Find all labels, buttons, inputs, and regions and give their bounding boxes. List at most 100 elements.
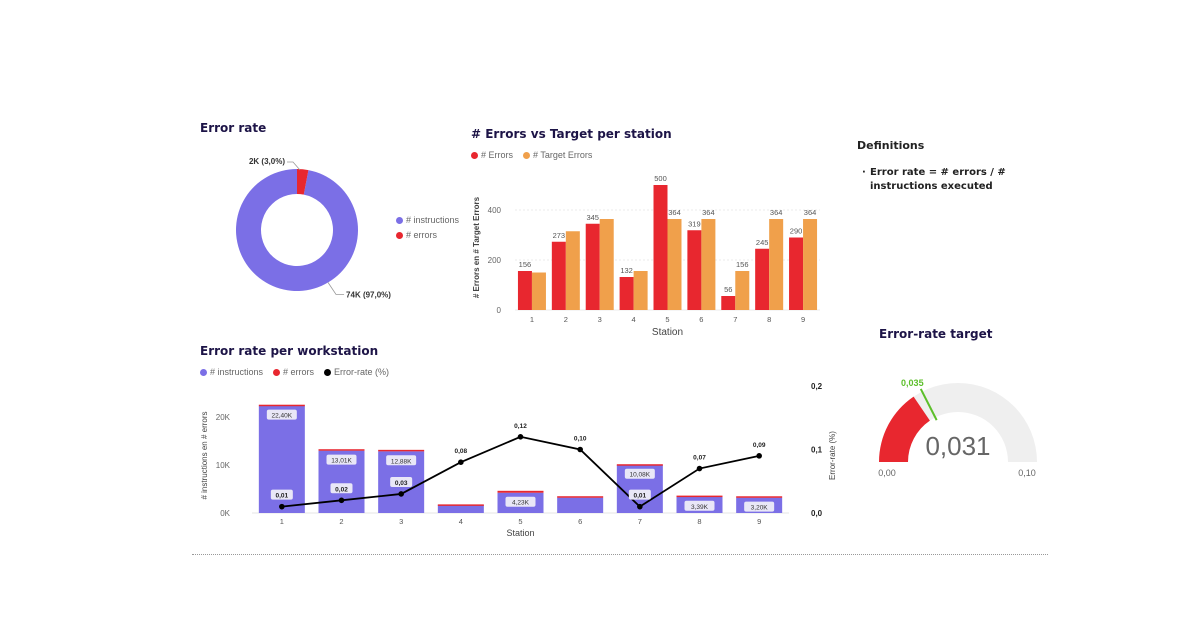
legend-label-error-rate: Error-rate (%): [334, 367, 390, 377]
donut-slice-errors[interactable]: [297, 169, 309, 195]
error-rate-point-9[interactable]: [756, 453, 762, 459]
bar-errors-3[interactable]: [378, 449, 425, 452]
bar-data-label: 273: [553, 231, 566, 240]
x-axis-label: Station: [506, 528, 534, 538]
gauge-target-label: 0,035: [901, 378, 924, 388]
y-tick-label: 400: [488, 206, 502, 215]
x-tick-label: 3: [399, 517, 403, 526]
line-label-bg: [628, 489, 651, 500]
bar-errors-3[interactable]: [585, 223, 600, 310]
legend-label-target-errors: # Target Errors: [533, 150, 593, 160]
legend-item-target-errors[interactable]: # Target Errors: [523, 150, 592, 160]
x-tick-label: 3: [598, 315, 602, 324]
gauge-min-label: 0,00: [878, 468, 896, 478]
errors-vs-target-title: # Errors vs Target per station: [471, 127, 672, 141]
line-data-label: 0,03: [395, 480, 408, 487]
error-rate-point-8[interactable]: [696, 465, 703, 472]
bar-errors-5[interactable]: [653, 185, 668, 310]
bar-instructions-6[interactable]: [557, 497, 604, 513]
line-data-label: 0,01: [276, 493, 289, 500]
x-tick-label: 2: [339, 517, 343, 526]
bar-data-label: 345: [586, 213, 599, 222]
x-tick-label: 5: [665, 315, 669, 324]
bar-data-label: 364: [702, 208, 715, 217]
legend-label-errors: # errors: [283, 367, 315, 377]
legend-item-instructions[interactable]: # instructions: [200, 367, 263, 377]
y-axis-label: # Errors en # Target Errors: [472, 196, 481, 298]
bar-errors-9[interactable]: [736, 496, 783, 498]
legend-swatch-error-rate: [324, 368, 332, 376]
bar-data-label: 364: [668, 208, 681, 217]
bar-target-errors-3[interactable]: [599, 219, 614, 310]
definitions-body: · Error rate = # errors / # instructions…: [862, 166, 1022, 194]
error-rate-point-4[interactable]: [458, 459, 464, 465]
error-rate-point-5[interactable]: [517, 434, 524, 440]
bar-errors-9[interactable]: [789, 237, 804, 311]
line-data-label: 0,08: [455, 448, 468, 455]
bar-target-errors-2[interactable]: [565, 231, 580, 310]
bar-errors-6[interactable]: [557, 496, 604, 498]
bar-target-errors-5[interactable]: [667, 219, 682, 310]
bar-label-bg: [505, 496, 536, 507]
bar-errors-8[interactable]: [755, 248, 770, 310]
legend-item-errors[interactable]: # errors: [396, 230, 437, 240]
line-label-bg: [390, 476, 413, 487]
bar-data-label: 56: [724, 285, 732, 294]
errors-chart-legend: # Errors # Target Errors: [471, 150, 592, 160]
bar-label-bg: [624, 468, 655, 479]
bar-target-errors-4[interactable]: [633, 271, 648, 310]
bar-target-errors-1[interactable]: [531, 272, 546, 311]
legend-item-error-rate[interactable]: Error-rate (%): [324, 367, 389, 377]
bar-target-errors-9[interactable]: [803, 219, 818, 310]
x-tick-label: 5: [518, 517, 522, 526]
error-rate-point-6[interactable]: [577, 446, 583, 453]
line-data-label: 0,12: [514, 423, 527, 430]
legend-item-instructions[interactable]: # instructions: [396, 215, 459, 225]
legend-label-errors: # errors: [406, 230, 438, 240]
bar-errors-6[interactable]: [687, 230, 702, 310]
bar-errors-1[interactable]: [258, 404, 305, 407]
bar-data-label: 245: [756, 238, 769, 247]
bar-target-errors-8[interactable]: [769, 219, 784, 310]
bar-target-errors-7[interactable]: [735, 271, 750, 310]
bar-data-label: 10,08K: [630, 472, 651, 479]
line-data-label: 0,09: [753, 442, 766, 449]
legend-label-instructions: # instructions: [210, 367, 264, 377]
error-rate-point-3[interactable]: [398, 491, 404, 497]
legend-item-errors[interactable]: # errors: [273, 367, 314, 377]
x-tick-label: 4: [632, 315, 636, 324]
workstation-chart: 0K 10K 20K 0,0 0,1 0,2 # instructions en # err…: [200, 382, 837, 538]
gauge-fill: [879, 396, 930, 462]
bar-data-label: 3,20K: [751, 505, 769, 512]
bar-instructions-4[interactable]: [437, 504, 484, 513]
bar-label-bg: [266, 409, 297, 420]
legend-label-errors: # Errors: [481, 150, 514, 160]
bar-errors-8[interactable]: [676, 495, 723, 498]
bar-data-label: 3,39K: [691, 504, 709, 511]
donut-label-errors: 2K (3,0%): [249, 157, 285, 166]
bar-data-label: 156: [519, 260, 532, 269]
legend-item-errors[interactable]: # Errors: [471, 150, 513, 160]
gauge-target-marker: [919, 388, 938, 421]
bar-errors-1[interactable]: [517, 271, 532, 310]
error-rate-gauge: 0,035 0,031 0,00 0,10: [878, 378, 1037, 478]
y-tick-label: 0: [497, 306, 502, 315]
bar-errors-7[interactable]: [721, 296, 736, 310]
error-rate-point-2[interactable]: [338, 497, 345, 504]
donut-legend: # instructions # errors: [396, 215, 459, 240]
bar-errors-4[interactable]: [437, 504, 484, 506]
bar-errors-7[interactable]: [616, 464, 663, 466]
bar-errors-4[interactable]: [619, 277, 634, 310]
bar-errors-5[interactable]: [497, 490, 544, 493]
definition-error-rate: Error rate = # errors / # instructions e…: [870, 167, 1006, 192]
x-tick-label: 2: [564, 315, 568, 324]
bar-target-errors-6[interactable]: [701, 219, 716, 310]
line-data-label: 0,10: [574, 436, 587, 443]
donut-slice-instructions[interactable]: [235, 169, 358, 291]
bar-errors-2[interactable]: [318, 449, 365, 451]
error-rate-point-7[interactable]: [637, 503, 643, 510]
gauge-value: 0,031: [925, 431, 990, 461]
error-rate-point-1[interactable]: [279, 503, 285, 510]
bar-errors-2[interactable]: [551, 241, 566, 310]
